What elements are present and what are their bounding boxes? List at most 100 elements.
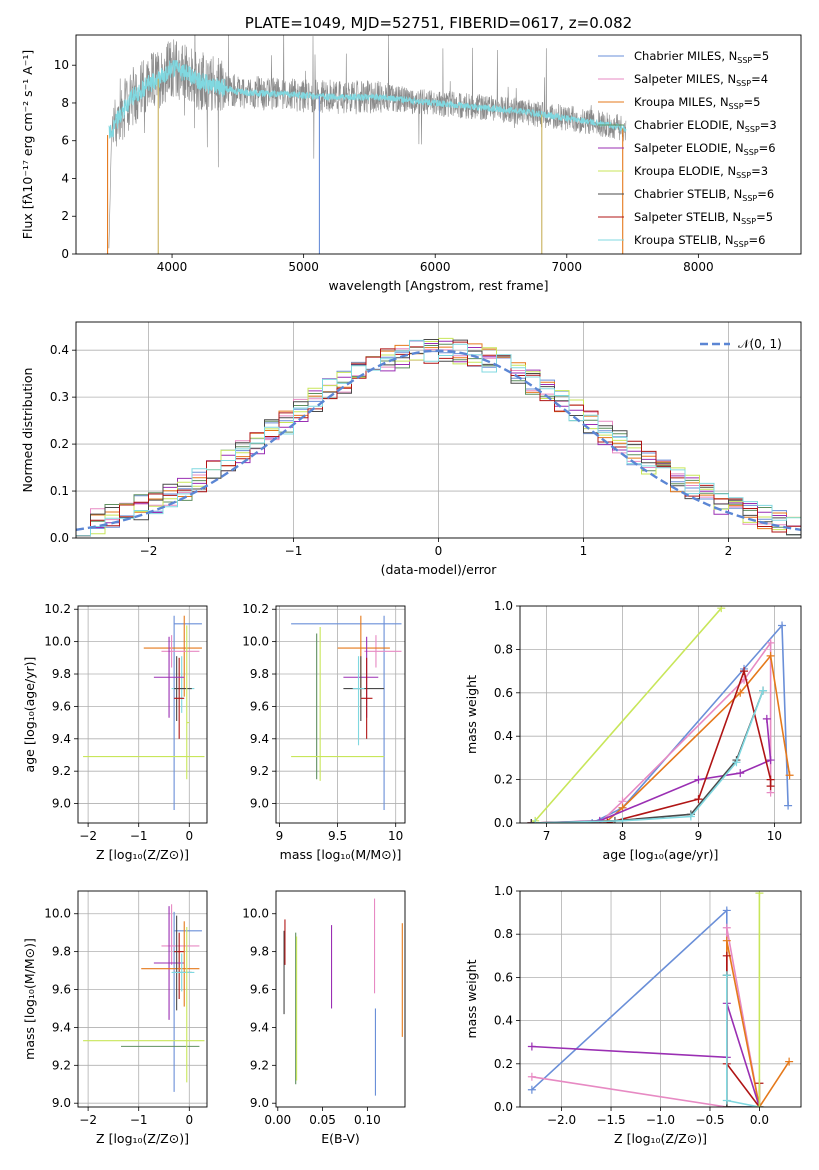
- y-tick-label: 9.2: [52, 764, 71, 778]
- y-tick-label: 0: [61, 247, 69, 261]
- y-tick-label: 9.0: [250, 1096, 269, 1110]
- y-tick-label: 9.8: [250, 945, 269, 959]
- errorbar-point: [173, 615, 202, 811]
- spectrum-ylabel: Flux [fλ10⁻¹⁷ erg cm⁻² s⁻¹ A⁻¹]: [20, 50, 35, 239]
- residual-histogram-series: [76, 339, 801, 538]
- weight-series-line: [531, 623, 789, 823]
- y-tick-label: 10.2: [44, 602, 71, 616]
- x-tick-label: 7000: [552, 260, 583, 274]
- y-tick-label: 10.0: [242, 907, 269, 921]
- y-tick-label: 9.8: [52, 945, 71, 959]
- legend-label: Kroupa ELODIE, NSSP=3: [634, 164, 768, 180]
- mass-vs-Z-xlabel: Z [log₁₀(Z/Z⊙)]: [96, 1131, 189, 1146]
- legend-tail: =5: [744, 95, 761, 109]
- errorbar-point: [174, 657, 185, 739]
- x-tick-label: −2: [79, 1113, 97, 1127]
- y-tick-label: 9.4: [250, 1020, 269, 1034]
- weight-series-line: [531, 640, 772, 823]
- mass-vs-ebv-plot-area: [283, 898, 403, 1096]
- weight-point-marker: [527, 1072, 536, 1081]
- legend-main: Salpeter ELODIE, N: [634, 141, 744, 155]
- legend-tail: =3: [760, 118, 777, 132]
- errorbar-point: [174, 656, 192, 721]
- weight-point-marker: [722, 923, 731, 932]
- weight-point-marker: [722, 951, 731, 960]
- y-tick-label: 0.0: [494, 1100, 513, 1114]
- model-spectrum-line: [108, 59, 627, 139]
- weight-point-marker: [755, 891, 764, 898]
- errorbar-point: [352, 656, 365, 746]
- legend-tail: =5: [752, 49, 769, 63]
- weight-series-line: [535, 690, 764, 823]
- weight-vs-age-plot-area: [520, 606, 801, 823]
- x-tick-label: −1: [130, 829, 148, 843]
- x-tick-label: −2.0: [547, 1113, 576, 1127]
- weight-point-marker: [717, 606, 726, 613]
- weight-point-marker: [736, 769, 745, 778]
- legend-label: Chabrier STELIB, NSSP=6: [634, 187, 774, 203]
- x-tick-label: −1.5: [596, 1113, 625, 1127]
- y-tick-label: 9.0: [250, 797, 269, 811]
- errorbar-point: [161, 635, 200, 668]
- legend-label: Chabrier ELODIE, NSSP=3: [634, 118, 777, 134]
- weight-vs-age-frame: [519, 605, 802, 824]
- errorbar-point: [153, 636, 185, 718]
- y-tick-label: 0.8: [494, 927, 513, 941]
- legend-label: Kroupa STELIB, NSSP=6: [634, 233, 765, 249]
- x-tick-label: 5000: [288, 260, 319, 274]
- weight-point-marker: [766, 782, 775, 791]
- x-tick-label: −2: [140, 544, 158, 558]
- y-tick-label: 4: [61, 171, 69, 185]
- x-tick-label: 10: [767, 829, 782, 843]
- legend-tail: =6: [757, 187, 774, 201]
- y-tick-label: 8: [61, 96, 69, 110]
- weight-vs-Z-plot-area: [520, 891, 801, 1107]
- y-tick-label: 0.6: [494, 686, 513, 700]
- errorbar-point: [153, 906, 185, 1020]
- residuals-xlabel: (data-model)/error: [381, 562, 498, 577]
- y-tick-label: 9.2: [250, 764, 269, 778]
- y-tick-label: 1.0: [494, 884, 513, 898]
- x-tick-label: 0.05: [309, 1113, 336, 1127]
- weight-point-marker: [527, 819, 536, 823]
- spectrum-frame: [75, 34, 802, 255]
- x-tick-label: 9: [276, 829, 284, 843]
- weight-series-line: [531, 654, 791, 823]
- legend-label: 𝒩(0, 1): [738, 337, 782, 351]
- legend-label: Salpeter ELODIE, NSSP=6: [634, 141, 776, 157]
- weight-series-line: [725, 975, 760, 1107]
- legend-tail: =3: [751, 164, 768, 178]
- x-tick-label: 0.0: [750, 1113, 769, 1127]
- weight-series-line: [531, 1003, 761, 1107]
- legend-tail: =4: [751, 72, 768, 86]
- weight-point-marker: [527, 1085, 536, 1094]
- weight-point-marker: [736, 688, 745, 697]
- legend-main: Chabrier ELODIE, N: [634, 118, 745, 132]
- y-tick-label: 9.4: [250, 732, 269, 746]
- x-tick-label: −1: [285, 544, 303, 558]
- legend-main: Salpeter MILES, N: [634, 72, 736, 86]
- y-tick-label: 0.4: [50, 343, 69, 357]
- y-tick-label: 10.0: [44, 635, 71, 649]
- age-vs-Z-frame: [77, 605, 208, 824]
- legend-sub: SSP: [742, 194, 757, 203]
- residuals-plot-area: [76, 322, 801, 538]
- y-tick-label: 0.0: [494, 816, 513, 830]
- weight-point-marker: [694, 775, 703, 784]
- weight-point-marker: [527, 1042, 536, 1051]
- y-tick-label: 9.6: [250, 699, 269, 713]
- y-tick-label: 0.8: [494, 642, 513, 656]
- errorbar-point: [360, 657, 373, 739]
- errorbar-point: [171, 656, 195, 713]
- legend-sub: SSP: [737, 56, 752, 65]
- errorbar-point: [291, 615, 402, 811]
- normal-curve-line: [76, 349, 801, 531]
- x-tick-label: 4000: [157, 260, 188, 274]
- x-tick-label: 9: [695, 829, 703, 843]
- y-tick-label: 0.2: [50, 437, 69, 451]
- errorbar-point: [291, 627, 385, 781]
- mass-vs-ebv-xlabel: E(B-V): [321, 1131, 360, 1146]
- errorbar-point: [174, 932, 185, 999]
- legend-main: Salpeter STELIB, N: [634, 210, 741, 224]
- errorbar-point: [171, 953, 195, 992]
